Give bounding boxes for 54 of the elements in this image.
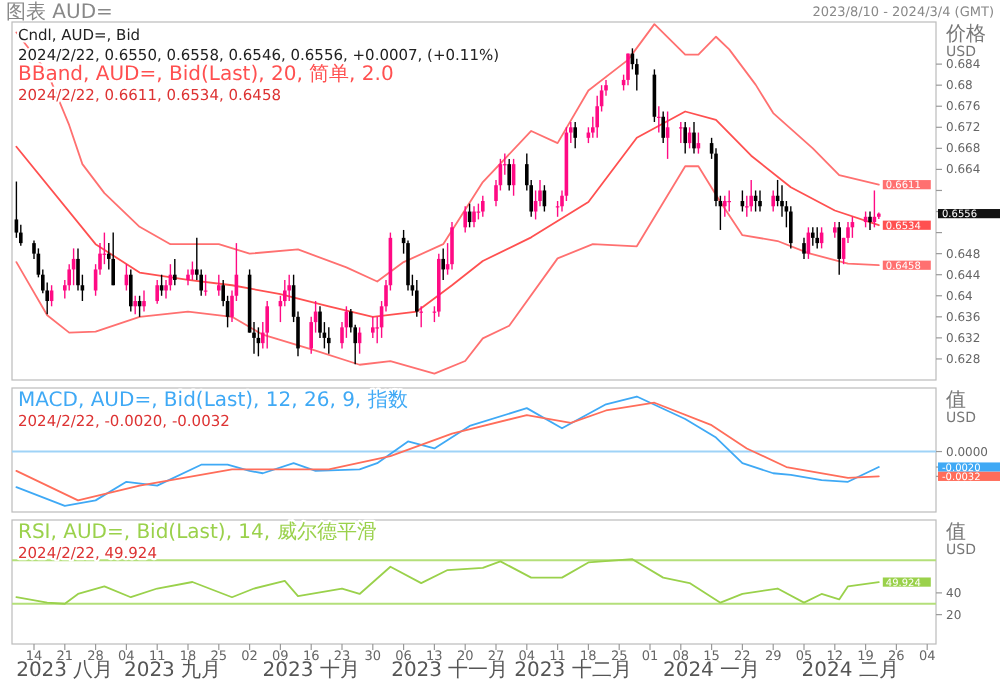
- text: 2023 九月: [123, 658, 222, 680]
- candlestick: [217, 274, 221, 297]
- candlestick: [371, 316, 375, 339]
- candlestick: [450, 221, 454, 271]
- y-axis-title: 值 USD: [946, 390, 976, 426]
- candlestick: [129, 268, 133, 313]
- candlestick: [142, 289, 146, 313]
- candlestick: [811, 226, 815, 247]
- candlestick: [155, 279, 159, 305]
- candlestick: [789, 205, 793, 250]
- candlestick: [327, 326, 331, 355]
- candlestick: [573, 121, 577, 150]
- series-label: RSI, AUD=, Bid(Last), 14, 威尔德平滑: [18, 520, 377, 544]
- text: 2023 十月: [262, 658, 360, 680]
- annotation: 图表 AUD=: [6, 0, 113, 24]
- candlestick: [837, 221, 841, 276]
- candlestick: [657, 105, 661, 134]
- text: 2023 十二月: [514, 658, 632, 680]
- candlestick: [749, 179, 753, 213]
- candlestick: [771, 189, 775, 213]
- candlestick: [723, 195, 727, 218]
- y-axis-title: 值 USD: [946, 522, 976, 558]
- candlestick: [463, 205, 467, 234]
- candlestick: [692, 121, 696, 155]
- text: 2024 一月: [662, 660, 761, 680]
- candlestick: [133, 295, 137, 315]
- candlestick: [111, 231, 115, 286]
- candlestick: [833, 221, 837, 239]
- candlestick: [868, 210, 872, 231]
- candlestick: [661, 110, 665, 144]
- candlestick: [481, 195, 485, 218]
- candlestick: [679, 121, 683, 144]
- candlestick: [683, 121, 687, 155]
- candlestick: [173, 258, 177, 286]
- candlestick: [758, 189, 762, 213]
- text: 2023 八月: [16, 660, 114, 680]
- candlestick: [415, 279, 419, 318]
- candlestick: [815, 226, 819, 250]
- candlestick: [802, 237, 806, 260]
- candlestick: [507, 158, 511, 192]
- text: 2023 十一月: [391, 658, 509, 680]
- candlestick: [626, 52, 630, 86]
- candlestick: [472, 205, 476, 229]
- text: 2024 二月: [801, 660, 899, 680]
- candlestick: [159, 274, 164, 297]
- candlestick: [727, 189, 731, 213]
- candlestick: [287, 274, 291, 302]
- series-label: MACD, AUD=, Bid(Last), 12, 26, 9, 指数: [18, 388, 408, 412]
- y-axis-title: 价格 USD: [944, 22, 986, 60]
- candlestick: [419, 305, 423, 329]
- candlestick: [441, 247, 445, 281]
- candlestick: [265, 300, 269, 350]
- candlestick: [186, 268, 190, 286]
- candlestick: [190, 260, 195, 281]
